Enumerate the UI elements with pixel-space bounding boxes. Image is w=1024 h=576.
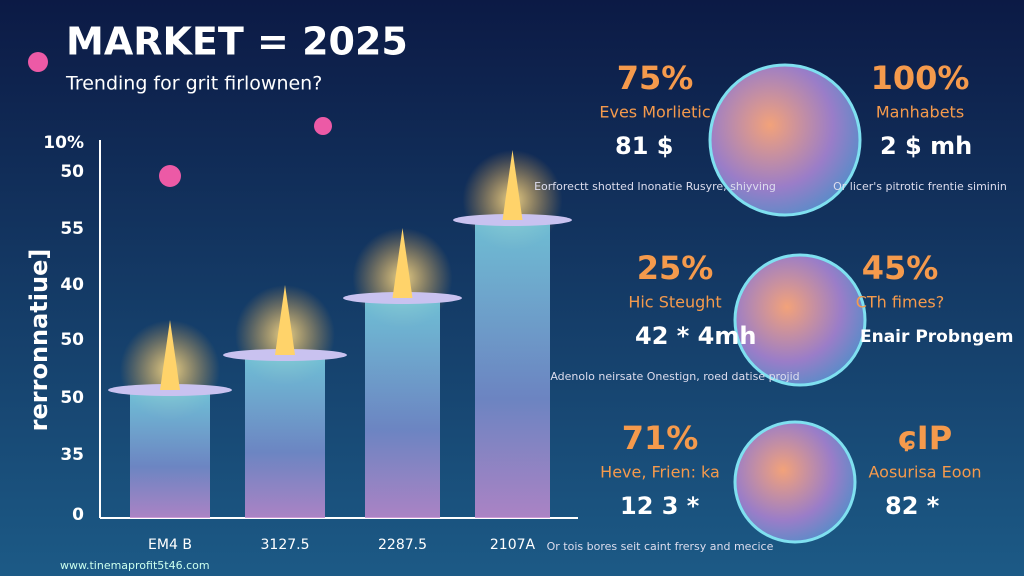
spire [275,285,295,355]
y-tick-label: 10% [43,133,84,153]
x-tick-label: 2107A [490,537,536,553]
subtitle: Trending for grit firlownen? [65,73,322,95]
stat-note: Or tois bores seit caint frersy and meci… [547,540,774,553]
dot [314,117,332,135]
stat-note: Or licer's pitrotic frentie siminin [833,180,1007,193]
spire [392,228,413,298]
spire [160,320,180,390]
stat-title: Manhabets [876,103,964,122]
stat-note: Eorforectt shotted Inonatie Rusyre, shiy… [534,180,776,193]
stat-title: Aosurisa Eoon [868,463,981,482]
stat-figure: 2 $ mh [880,132,972,160]
y-tick-label: 50 [60,330,84,350]
x-tick-label: 2287.5 [378,537,427,553]
dot [159,165,181,187]
stat-note: Adenolo neirsate Onestign, roed datise p… [550,370,799,383]
stat-figure: 12 3 * [620,492,700,520]
stat-percent: 45% [862,249,939,287]
x-tick-label: EM4 B [148,537,192,553]
stat-title: CTh fimes? [856,293,945,312]
stat-percent: ɕIP [898,419,952,457]
x-tick-label: 3127.5 [261,537,310,553]
axis-title: rerronnatiue] [25,249,53,432]
planet [733,420,857,544]
stat-title: Hic Steught [628,293,721,312]
spire [502,150,523,220]
stat-figure: Enair Probngem [860,327,1014,347]
stat-title: Eves Morlietic [599,103,710,122]
stat-figure: 42 * 4mh [635,322,756,350]
stat-percent: 75% [617,59,694,97]
y-tick-label: 55 [60,219,84,239]
y-tick-label: 0 [72,505,84,525]
bar [365,298,440,518]
y-tick-label: 35 [60,445,84,465]
y-tick-label: 50 [60,388,84,408]
stat-title: Heve, Frien: ka [600,463,720,482]
stat-figure: 81 $ [615,132,673,160]
dot [28,52,48,72]
bar-chart: 10% 50 55 40 50 50 35 0 EM4 B 3127.5 2287.5 2107A [43,133,578,553]
stat-percent: 25% [637,249,714,287]
planet [708,63,862,217]
planet [733,253,867,387]
y-tick-label: 50 [60,162,84,182]
bar [130,390,210,518]
footer: www.tinemaprofit5t46.com [60,559,210,572]
bar [245,355,325,518]
stat-percent: 100% [871,59,970,97]
y-tick-label: 40 [60,275,84,295]
title: MARKET = 2025 [66,20,408,64]
bar [475,220,550,518]
stat-percent: 71% [622,419,699,457]
stat-figure: 82 * [885,492,940,520]
